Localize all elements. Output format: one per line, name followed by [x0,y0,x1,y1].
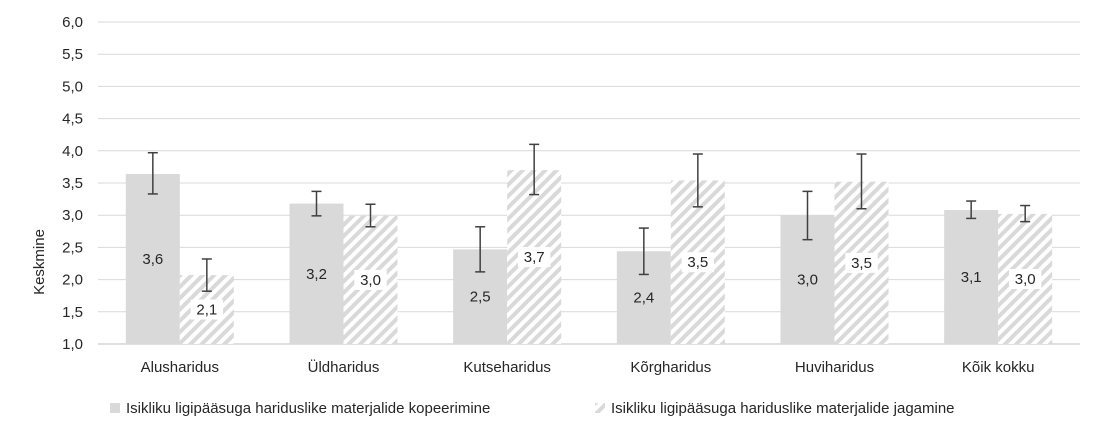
y-axis-title: Keskmine [31,229,48,295]
error-bar [201,258,212,292]
x-tick-label: Kõrgharidus [630,359,711,376]
bar-series-1 [289,203,344,344]
error-bar [147,151,158,195]
error-bar [475,226,486,273]
x-tick-label: Kutseharidus [463,359,551,376]
data-labels: 3,6 2,1 3,2 3,0 2,5 3,7 2,4 3,5 3,0 3,5 3,1 3,0 [142,247,1042,320]
error-bars [147,143,1031,292]
error-bar [638,227,649,276]
bar-series-1 [125,173,180,344]
error-bar [966,200,977,220]
bar-series-1 [944,210,999,344]
data-label-series-1: 3,1 [961,269,982,286]
y-tick-label: 3,0 [62,207,83,224]
x-tick-label: Huviharidus [795,359,874,376]
error-bar [856,153,867,210]
x-tick-label: Üldharidus [308,358,380,376]
error-bar [365,203,376,228]
y-tick-label: 4,5 [62,111,83,128]
y-tick-label: 1,0 [62,336,83,353]
gridlines [98,21,1080,345]
data-label-series-2: 3,5 [851,255,872,272]
y-tick-label: 6,0 [62,14,83,31]
data-label-series-1: 2,5 [470,289,491,306]
y-tick-label: 2,5 [62,239,83,256]
data-label-series-2: 3,7 [524,249,545,266]
x-tick-label: Alusharidus [141,359,219,376]
legend-swatch-series-1 [110,403,120,413]
error-bar [529,143,540,196]
y-axis-ticks: 1,0 1,5 2,0 2,5 3,0 3,5 4,0 4,5 5,0 5,5 6,0 [62,14,83,353]
y-tick-label: 3,5 [62,175,83,192]
y-tick-label: 5,5 [62,46,83,63]
legend-swatch-series-2 [595,403,605,413]
bars [125,170,1053,344]
data-label-series-1: 3,0 [797,272,818,289]
legend: Isikliku ligipääsuga hariduslike materja… [110,400,955,417]
data-label-series-1: 3,2 [306,266,327,283]
legend-label-series-1: Isikliku ligipääsuga hariduslike materja… [126,400,490,417]
data-label-series-2: 2,1 [196,302,217,319]
data-label-series-1: 2,4 [633,290,654,307]
data-label-series-2: 3,0 [1015,271,1036,288]
data-label-series-2: 3,5 [687,254,708,271]
data-label-background [354,269,387,290]
data-label-background [190,299,224,320]
error-bar [802,190,813,241]
data-label-series-2: 3,0 [360,272,381,289]
error-bar [311,190,322,217]
data-label-series-1: 3,6 [142,251,163,268]
error-bar [692,153,703,208]
x-tick-label: Kõik kokku [962,359,1035,376]
data-label-background [517,247,551,268]
y-tick-label: 4,0 [62,143,83,160]
x-axis-labels: Alusharidus Üldharidus Kutseharidus Kõrghar… [141,358,1035,376]
legend-label-series-2: Isikliku ligipääsuga hariduslike materja… [611,400,955,417]
error-bar [1020,204,1031,223]
y-tick-label: 2,0 [62,272,83,289]
data-label-background [845,252,878,273]
data-label-background [681,252,715,273]
data-label-background [1008,268,1042,289]
y-tick-label: 1,5 [62,304,83,321]
y-tick-label: 5,0 [62,78,83,95]
